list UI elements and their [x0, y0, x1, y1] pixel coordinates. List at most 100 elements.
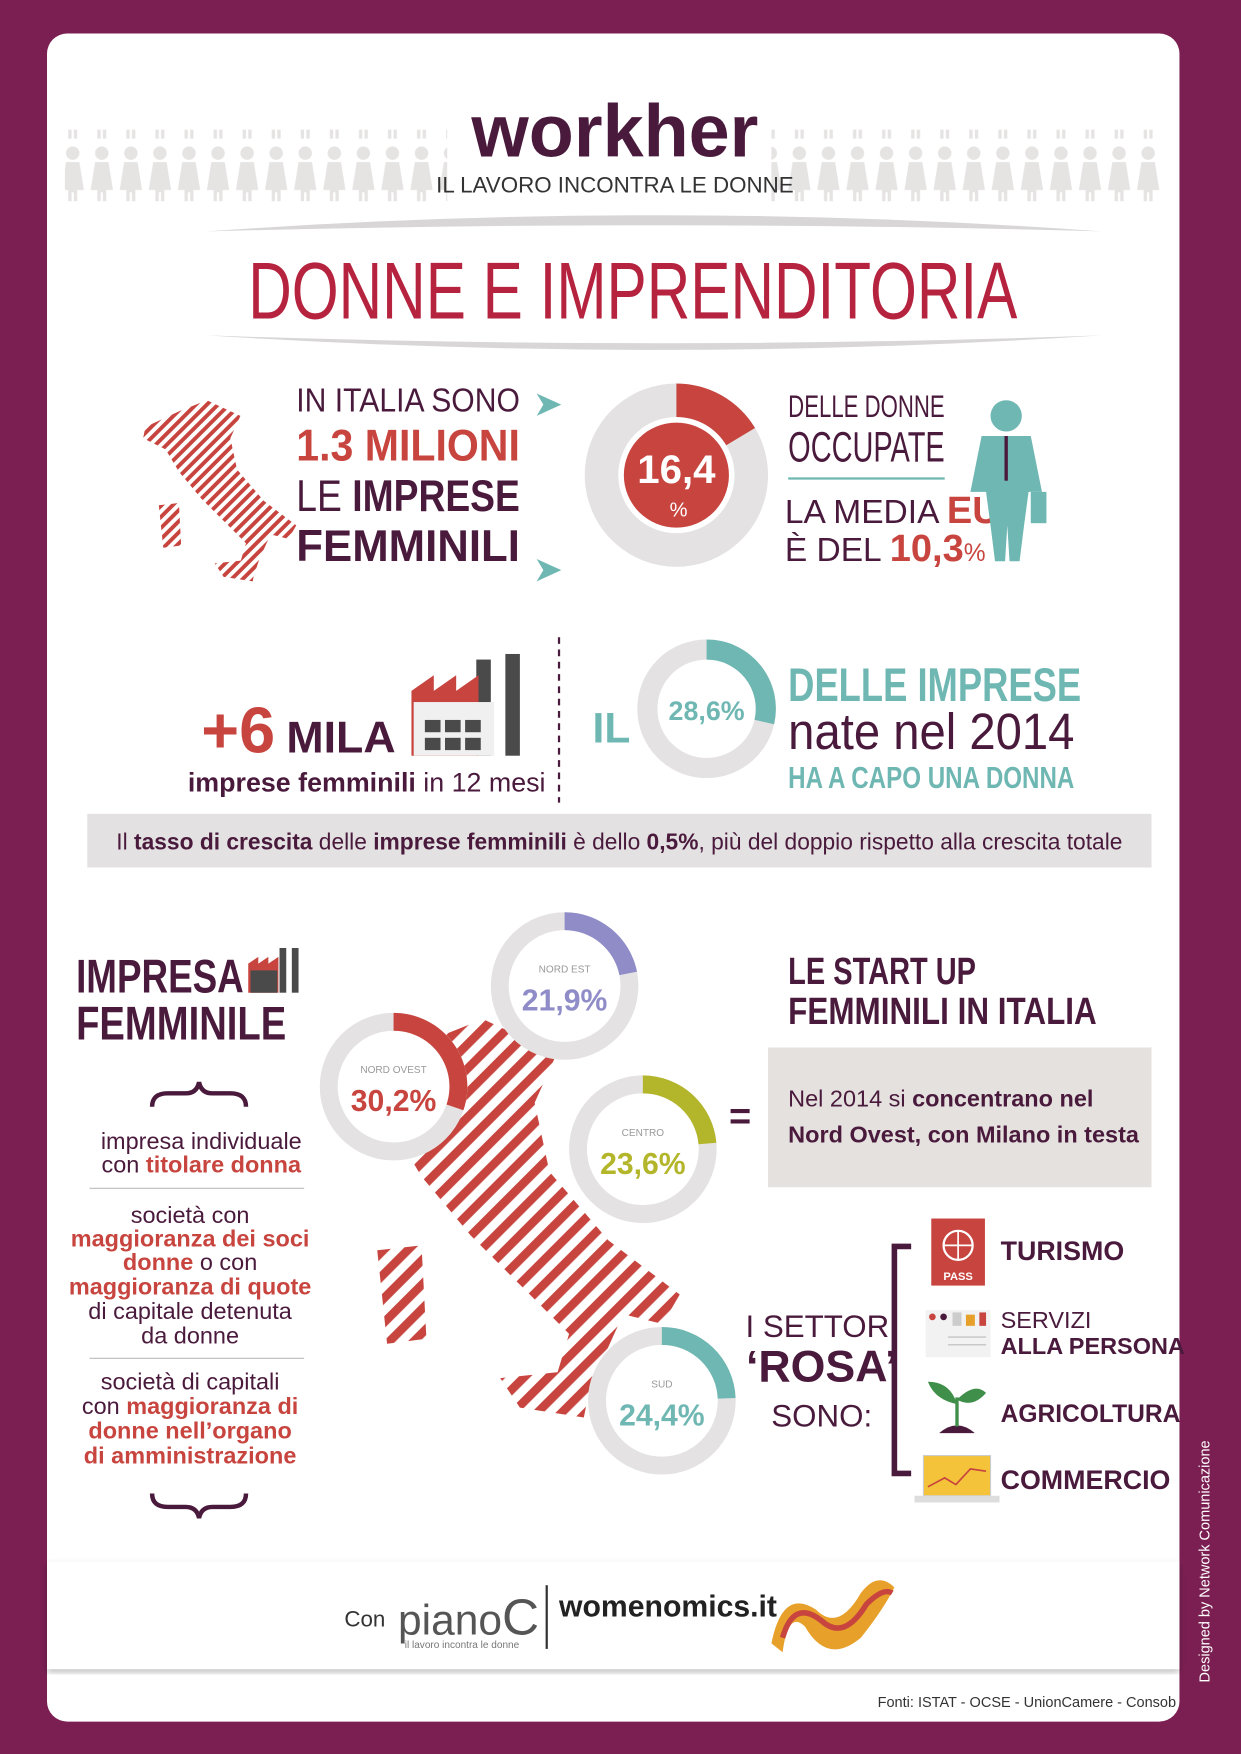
- passport-icon: PASS: [931, 1218, 985, 1286]
- note: Il tasso di crescita delle imprese femmi…: [116, 829, 1122, 855]
- item-emph: maggioranza dei soci: [71, 1225, 310, 1251]
- main-title: DONNE E IMPRENDITORIA: [248, 247, 1017, 337]
- definition-title: FEMMINILE: [76, 997, 286, 1050]
- item-emph: donne nell’organo: [88, 1418, 291, 1444]
- sectors-intro: SONO:: [771, 1398, 872, 1433]
- donut-segment: [676, 383, 756, 446]
- share-line: DELLE DONNE: [788, 389, 945, 424]
- bracket: [891, 1243, 912, 1477]
- share-value: 16,4: [637, 447, 716, 492]
- donut-group: 16,4% 28,6% NORD EST 21,9% NORD OVEST 30,2% CE…: [319, 383, 776, 1475]
- startups-line: nate nel 2014: [788, 702, 1074, 760]
- plant-icon: [927, 1381, 987, 1434]
- brace: [149, 1493, 249, 1519]
- brace: [149, 1081, 249, 1107]
- note-text: è dello: [567, 829, 647, 855]
- pass-label: PASS: [943, 1271, 973, 1283]
- eu-line: LA MEDIA EU: [785, 490, 1000, 532]
- startup-title: LE START UP: [788, 951, 976, 993]
- definition-title: IMPRESA: [76, 950, 244, 1003]
- sources: Fonti: ISTAT - OCSE - UnionCamere - Cons…: [878, 1695, 1176, 1711]
- region-value: 24,4%: [619, 1399, 705, 1432]
- laptop-icon: [914, 1454, 1000, 1503]
- piano-sub: il lavoro incontra le donne: [405, 1640, 520, 1651]
- factory-icon: [411, 653, 520, 756]
- sector: SERVIZI: [1001, 1307, 1092, 1333]
- share-unit: %: [670, 499, 688, 521]
- swoosh-logo: [771, 1580, 895, 1653]
- startup-text: Nel 2014 si concentrano nel: [788, 1086, 1093, 1112]
- note-text: , più del doppio rispetto alla crescita …: [698, 829, 1122, 855]
- item-emph: maggioranza di quote: [69, 1274, 312, 1300]
- piano-c: C: [502, 1587, 539, 1645]
- donut-bg: [319, 1012, 468, 1161]
- eu-text: LA MEDIA: [785, 494, 947, 531]
- sector: COMMERCIO: [1001, 1465, 1171, 1495]
- women-pattern: [771, 129, 1165, 202]
- region-name: CENTRO: [622, 1128, 665, 1139]
- region-value: 21,9%: [522, 985, 608, 1018]
- item-emph: di amministrazione: [84, 1442, 297, 1468]
- note-bold: tasso di crescita: [134, 829, 313, 855]
- growth-unit: MILA: [286, 713, 395, 762]
- stat-word: LE: [296, 472, 352, 521]
- donut-bg: [588, 1326, 736, 1475]
- startups-value: 28,6%: [669, 696, 745, 726]
- growth-sub-text: in 12 mesi: [416, 767, 546, 797]
- region-name: NORD OVEST: [360, 1065, 426, 1076]
- startup-box: [768, 1047, 1152, 1188]
- item-emph: titolare donna: [146, 1152, 302, 1178]
- womenomics-logo: womenomics.it: [558, 1590, 777, 1623]
- businesswoman-icon: [970, 400, 1047, 562]
- eu-value: 10,3: [890, 528, 964, 570]
- equals: =: [729, 1096, 751, 1138]
- startup-text-bold: Nord Ovest, con Milano in testa: [788, 1122, 1140, 1148]
- startups-line: DELLE IMPRESE: [788, 658, 1081, 711]
- donut-center: [623, 422, 729, 528]
- donut-segment: [706, 639, 776, 725]
- note-bold: imprese femminili: [373, 829, 567, 855]
- item-emph: donne: [123, 1249, 193, 1275]
- donut-bg: [569, 1075, 717, 1223]
- stat-line: LE IMPRESE: [296, 472, 520, 521]
- women-pattern: [64, 129, 448, 202]
- tagline: IL LAVORO INCONTRA LE DONNE: [436, 172, 794, 197]
- swoosh-logo: [779, 1588, 894, 1639]
- swoosh: [206, 335, 1102, 350]
- brand: workher: [470, 90, 758, 173]
- services-icon: [925, 1310, 991, 1358]
- item-line: società con: [131, 1202, 250, 1228]
- item-line: con titolare donna: [102, 1152, 302, 1178]
- donut-bg: [490, 912, 639, 1060]
- eu-unit: %: [964, 540, 986, 567]
- region-name: NORD EST: [539, 965, 591, 976]
- item-line: di capitale detenuta: [88, 1298, 293, 1324]
- growth-sub: imprese femminili in 12 mesi: [188, 767, 546, 797]
- item-text: con: [82, 1393, 126, 1419]
- stat-highlight: 1.3 MILIONI: [296, 422, 520, 471]
- item-line: da donne: [141, 1323, 239, 1349]
- growth-line: +6 MILA: [201, 693, 395, 766]
- item-text: con: [102, 1152, 146, 1178]
- arrow: [536, 558, 562, 582]
- item-emph: maggioranza di: [126, 1393, 298, 1419]
- startup-text-part: Nel 2014 si: [788, 1086, 912, 1112]
- stat-line: IN ITALIA SONO: [296, 382, 520, 419]
- swoosh: [206, 215, 1102, 232]
- factory-icon-small: [248, 947, 299, 993]
- eu-text: È DEL: [785, 532, 890, 569]
- item-text: o con: [193, 1249, 257, 1275]
- donut-segment: [661, 1326, 736, 1399]
- italy-map: [143, 400, 297, 582]
- item-line: società di capitali: [101, 1369, 280, 1395]
- startup-text-bold: concentrano nel: [912, 1086, 1093, 1112]
- arrow: [536, 393, 562, 416]
- growth-sub-bold: imprese femminili: [188, 767, 416, 797]
- growth-number: +6: [201, 693, 275, 766]
- note-bold: 0,5%: [647, 829, 699, 855]
- region-value: 30,2%: [351, 1085, 437, 1118]
- donut-segment: [642, 1075, 717, 1145]
